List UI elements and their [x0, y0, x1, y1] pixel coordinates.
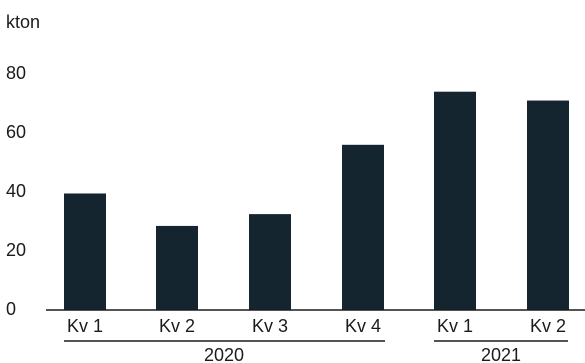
- bar-1: [156, 225, 198, 310]
- y-tick-label-0: 0: [6, 299, 16, 319]
- bar-3: [342, 144, 384, 310]
- x-tick-label-2021-kv2: Kv 2: [530, 316, 566, 336]
- y-tick-label-80: 80: [6, 63, 26, 83]
- x-tick-label-2020-kv3: Kv 3: [252, 316, 288, 336]
- x-tick-label-2021-kv1: Kv 1: [437, 316, 473, 336]
- bars-group: [64, 91, 569, 310]
- y-tick-label-60: 60: [6, 122, 26, 142]
- y-tick-label-40: 40: [6, 181, 26, 201]
- bar-4: [434, 91, 476, 310]
- y-unit-label: kton: [6, 12, 40, 32]
- x-tick-label-2020-kv2: Kv 2: [159, 316, 195, 336]
- bar-5: [527, 100, 569, 310]
- bar-0: [64, 193, 106, 310]
- x-tick-label-2020-kv4: Kv 4: [345, 316, 381, 336]
- group-label-2020: 2020: [204, 345, 244, 363]
- group-label-2021: 2021: [481, 345, 521, 363]
- x-tick-label-2020-kv1: Kv 1: [67, 316, 103, 336]
- bar-2: [249, 214, 291, 310]
- y-tick-label-20: 20: [6, 240, 26, 260]
